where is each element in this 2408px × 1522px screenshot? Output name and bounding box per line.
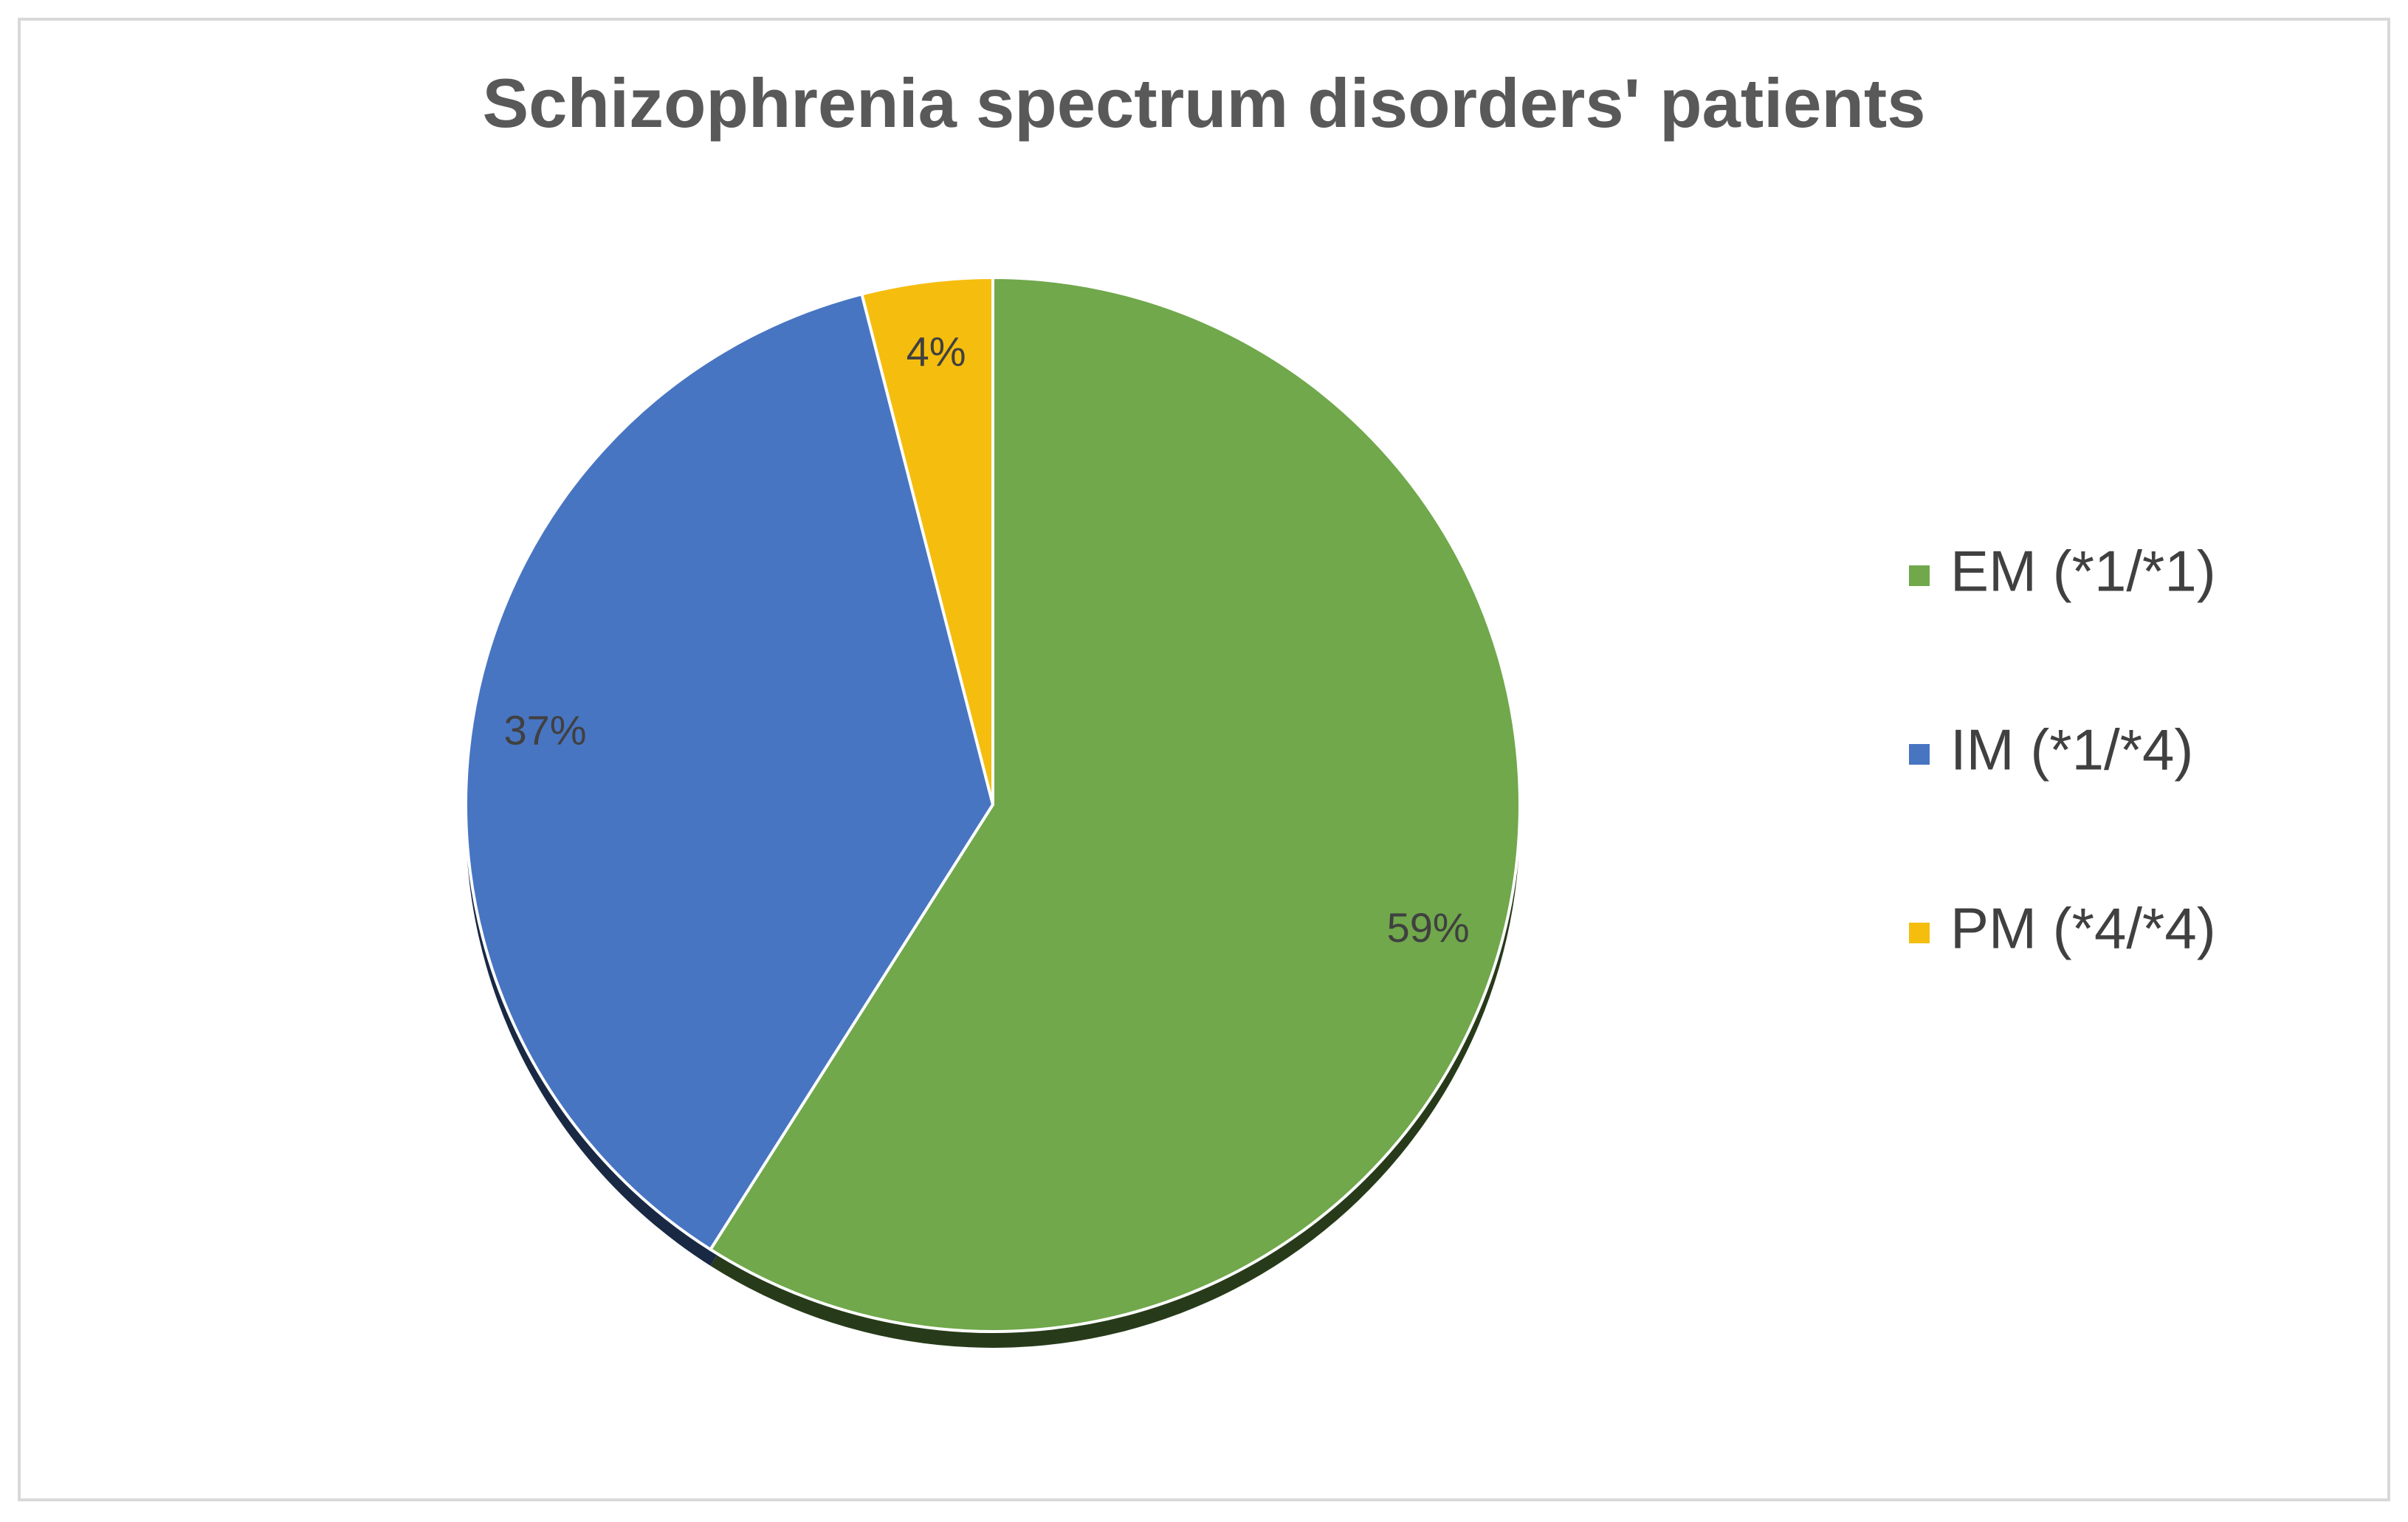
legend: EM (*1/*1) IM (*1/*4) PM (*4/*4) [1909,539,2216,961]
data-label-im-1-4: 37% [503,707,586,754]
pie-slice-im-1-4 [464,292,994,1251]
legend-swatch-im-1-4 [1909,744,1930,765]
data-label-pm-4-4: 4% [907,328,966,375]
legend-label-im-1-4: IM (*1/*4) [1950,717,2193,782]
pie-slice-em-1-1 [709,276,1521,1333]
chart-title: Schizophrenia spectrum disorders' patien… [482,64,1925,142]
pie-slice-pm-4-4 [860,276,994,806]
legend-label-pm-4-4: PM (*4/*4) [1950,896,2216,961]
pie-data-labels: 59% 37% 4% [503,328,1469,951]
legend-label-em-1-1: EM (*1/*1) [1950,539,2216,604]
legend-swatch-pm-4-4 [1909,923,1930,943]
data-label-em-1-1: 59% [1387,904,1470,951]
legend-swatch-em-1-1 [1909,565,1930,586]
pie-slices [464,276,1521,1333]
